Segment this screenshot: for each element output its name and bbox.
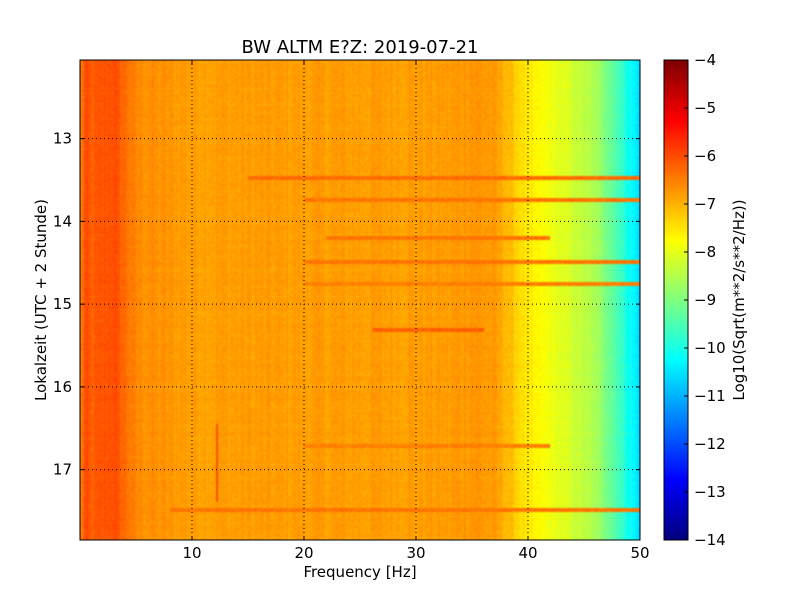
colorbar-label: Log10(Sqrt(m**2/s**2/Hz)) (730, 199, 748, 400)
y-tick-label: 16 (53, 378, 72, 396)
y-tick-label: 15 (53, 295, 72, 313)
y-tick-label: 14 (53, 212, 72, 230)
y-axis-label: Lokalzeit (UTC + 2 Stunde) (32, 199, 50, 401)
colorbar-tick-label: −9 (694, 291, 716, 309)
x-tick-label: 20 (294, 544, 313, 562)
colorbar-tick-label: −5 (694, 99, 716, 117)
y-axis-ticks: 13 14 15 16 17 (53, 130, 640, 479)
y-tick-label: 13 (53, 130, 72, 148)
colorbar-tick-label: −7 (694, 195, 716, 213)
colorbar: −4 −5 −6 −7 −8 −9 −10 −11 −12 −13 −14 (663, 51, 726, 549)
x-tick-label: 10 (182, 544, 201, 562)
colorbar-tick-label: −11 (694, 387, 726, 405)
plot-frame (79, 59, 641, 541)
heatmap-image (80, 60, 640, 540)
y-tick-label: 17 (53, 461, 72, 479)
colorbar-tick-label: −12 (694, 435, 726, 453)
colorbar-tick-label: −6 (694, 147, 716, 165)
x-tick-label: 30 (406, 544, 425, 562)
colorbar-tick-label: −4 (694, 51, 716, 69)
x-axis-ticks: 10 20 30 40 50 (182, 60, 650, 562)
colorbar-tick-label: −14 (694, 531, 726, 549)
colorbar-tick-label: −8 (694, 243, 716, 261)
heatmap-layer (80, 60, 640, 540)
colorbar-tick-label: −13 (694, 483, 726, 501)
colorbar-tick-label: −10 (694, 339, 726, 357)
colorbar-ticks: −4 −5 −6 −7 −8 −9 −10 −11 −12 −13 −14 (684, 51, 726, 549)
x-axis-label: Frequency [Hz] (303, 563, 416, 581)
x-tick-label: 40 (518, 544, 537, 562)
chart-title: BW ALTM E?Z: 2019-07-21 (242, 37, 479, 58)
x-tick-label: 50 (630, 544, 649, 562)
